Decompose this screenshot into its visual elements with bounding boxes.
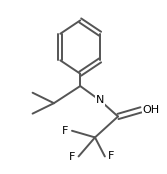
Text: F: F [62,126,69,136]
Text: OH: OH [143,105,160,115]
Text: N: N [96,95,104,105]
Text: F: F [108,151,115,161]
Text: F: F [69,152,75,162]
